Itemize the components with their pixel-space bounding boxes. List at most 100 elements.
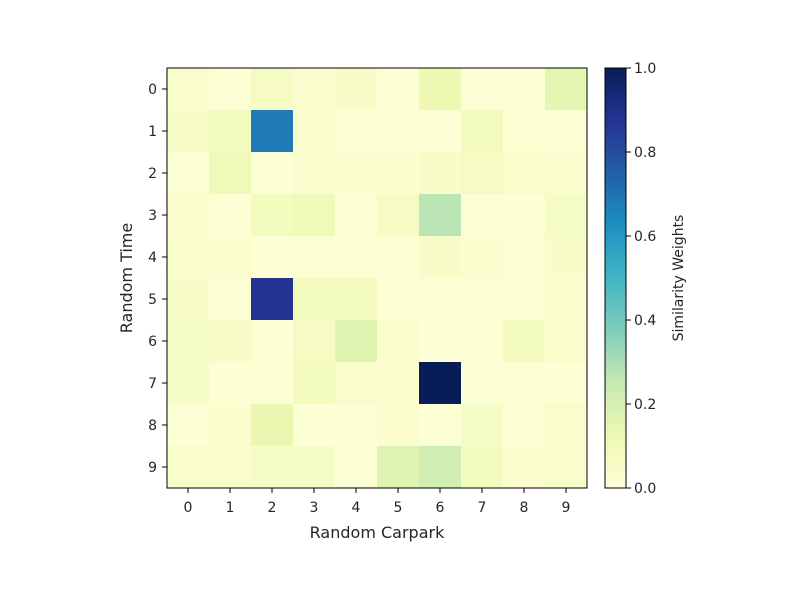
colorbar-ticks: 0.0 0.2 0.4 0.6 0.8 1.0	[626, 61, 656, 497]
heatmap-cell-r6-c2	[251, 320, 294, 363]
heatmap-cell-r1-c1	[209, 110, 252, 153]
heatmap-cell-r9-c0	[167, 446, 210, 489]
x-tick-label: 2	[268, 500, 277, 516]
x-tick-label: 5	[394, 500, 403, 516]
heatmap-cell-r1-c8	[503, 110, 546, 153]
heatmap-cell-r4-c1	[209, 236, 252, 279]
heatmap-cell-r2-c6	[419, 152, 462, 195]
heatmap-cell-r2-c9	[545, 152, 588, 195]
heatmap-cell-r8-c5	[377, 404, 420, 447]
heatmap-cell-r7-c4	[335, 362, 378, 405]
plot-frame	[166, 67, 588, 489]
colorbar-tick-label: 1.0	[634, 61, 656, 77]
heatmap-cell-r3-c2	[251, 194, 294, 237]
x-tick-label: 6	[436, 500, 445, 516]
heatmap-cell-r9-c3	[293, 446, 336, 489]
heatmap-cell-r9-c1	[209, 446, 252, 489]
heatmap-cell-r4-c9	[545, 236, 588, 279]
y-tick-label: 1	[148, 124, 157, 140]
x-tick-label: 7	[478, 500, 487, 516]
colorbar-tick-label: 0.0	[634, 481, 656, 497]
colorbar-gradient	[604, 67, 627, 489]
heatmap-cell-r8-c9	[545, 404, 588, 447]
x-tick-label: 0	[184, 500, 193, 516]
heatmap-cell-r4-c6	[419, 236, 462, 279]
heatmap-cell-r6-c6	[419, 320, 462, 363]
heatmap-cell-r6-c3	[293, 320, 336, 363]
heatmap-cell-r5-c8	[503, 278, 546, 321]
heatmap-cell-r6-c0	[167, 320, 210, 363]
heatmap-cell-r8-c1	[209, 404, 252, 447]
heatmap-cell-r3-c5	[377, 194, 420, 237]
heatmap-cell-r4-c2	[251, 236, 294, 279]
heatmap-cell-r0-c5	[377, 68, 420, 111]
heatmap-cell-r2-c5	[377, 152, 420, 195]
heatmap-cell-r3-c4	[335, 194, 378, 237]
y-tick-label: 8	[148, 418, 157, 434]
heatmap-cell-r4-c7	[461, 236, 504, 279]
heatmap-cell-r8-c8	[503, 404, 546, 447]
heatmap-cell-r6-c1	[209, 320, 252, 363]
y-tick-label: 4	[148, 250, 157, 266]
x-tick-label: 9	[562, 500, 571, 516]
heatmap-cell-r4-c4	[335, 236, 378, 279]
colorbar-tick-label: 0.4	[634, 313, 656, 329]
heatmap-cell-r0-c1	[209, 68, 252, 111]
heatmap-cell-r6-c5	[377, 320, 420, 363]
x-tick-label: 1	[226, 500, 235, 516]
heatmap-cell-r9-c5	[377, 446, 420, 489]
heatmap-cell-r0-c2	[251, 68, 294, 111]
colorbar: 0.0 0.2 0.4 0.6 0.8 1.0 Similarity Weights	[604, 61, 687, 497]
heatmap-cell-r2-c2	[251, 152, 294, 195]
heatmap-cell-r7-c5	[377, 362, 420, 405]
heatmap-cell-r0-c8	[503, 68, 546, 111]
heatmap-cell-r0-c4	[335, 68, 378, 111]
heatmap-cell-r3-c8	[503, 194, 546, 237]
heatmap-cell-r9-c9	[545, 446, 588, 489]
heatmap-cell-r5-c5	[377, 278, 420, 321]
heatmap-cell-r2-c1	[209, 152, 252, 195]
heatmap-cell-r5-c6	[419, 278, 462, 321]
heatmap-cell-r1-c7	[461, 110, 504, 153]
x-tick-label: 3	[310, 500, 319, 516]
y-tick-label: 2	[148, 166, 157, 182]
heatmap-cell-r2-c7	[461, 152, 504, 195]
heatmap-cell-r6-c7	[461, 320, 504, 363]
heatmap-cell-r1-c0	[167, 110, 210, 153]
heatmap-cell-r9-c6	[419, 446, 462, 489]
heatmap-cell-r8-c7	[461, 404, 504, 447]
y-tick-label: 5	[148, 292, 157, 308]
heatmap-cell-r7-c9	[545, 362, 588, 405]
heatmap-cell-r6-c4	[335, 320, 378, 363]
heatmap-cell-r9-c2	[251, 446, 294, 489]
heatmap-cell-r8-c4	[335, 404, 378, 447]
heatmap-cell-r5-c1	[209, 278, 252, 321]
y-axis-label: Random Time	[117, 223, 136, 333]
heatmap-cell-r6-c9	[545, 320, 588, 363]
heatmap-cell-r2-c0	[167, 152, 210, 195]
heatmap-cell-r7-c2	[251, 362, 294, 405]
heatmap-cell-r0-c0	[167, 68, 210, 111]
heatmap-cell-r5-c7	[461, 278, 504, 321]
colorbar-tick-label: 0.6	[634, 229, 656, 245]
heatmap-cell-r7-c3	[293, 362, 336, 405]
heatmap-cell-r5-c9	[545, 278, 588, 321]
heatmap-cell-r1-c3	[293, 110, 336, 153]
heatmap-cell-r8-c6	[419, 404, 462, 447]
x-tick-label: 8	[520, 500, 529, 516]
heatmap-cell-r5-c4	[335, 278, 378, 321]
heatmap-cell-r8-c2	[251, 404, 294, 447]
heatmap-cell-r8-c0	[167, 404, 210, 447]
colorbar-label: Similarity Weights	[671, 215, 687, 342]
heatmap-cell-r0-c6	[419, 68, 462, 111]
heatmap-cell-r1-c6	[419, 110, 462, 153]
heatmap-cell-r2-c4	[335, 152, 378, 195]
y-tick-label: 7	[148, 376, 157, 392]
heatmap-cell-r3-c1	[209, 194, 252, 237]
y-tick-label: 9	[148, 460, 157, 476]
heatmap-cell-r3-c3	[293, 194, 336, 237]
x-tick-label: 4	[352, 500, 361, 516]
x-axis-label: Random Carpark	[310, 523, 445, 542]
heatmap-cell-r8-c3	[293, 404, 336, 447]
heatmap-cell-r7-c0	[167, 362, 210, 405]
